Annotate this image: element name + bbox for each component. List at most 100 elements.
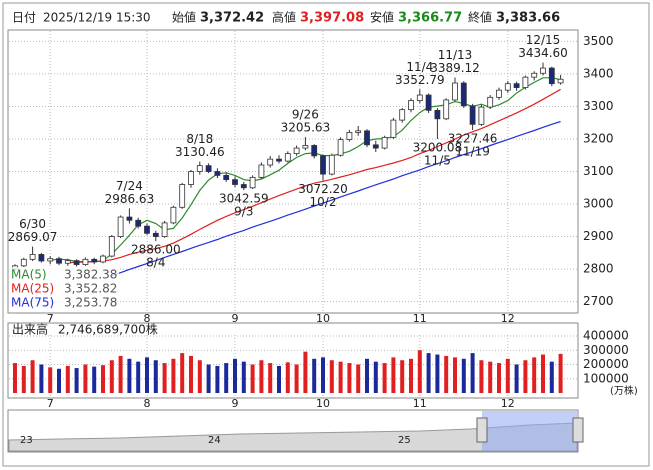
candle-body (144, 225, 150, 234)
volume-bar (233, 358, 237, 393)
volume-bar (250, 364, 255, 393)
candle-body (240, 184, 247, 189)
volume-bar (426, 353, 431, 393)
volume-bar (303, 351, 308, 393)
volume-bar (241, 361, 246, 393)
volume-bar (338, 361, 343, 393)
candle-body (399, 109, 406, 121)
candle-body (425, 94, 432, 111)
volume-unit: (万株) (610, 384, 638, 397)
x-tick-label: 8 (144, 312, 151, 325)
candle-body (381, 136, 388, 149)
legend-value: 3,382.38 (64, 268, 117, 282)
navigator-handle[interactable] (476, 417, 488, 443)
navigator-label: 24 (208, 435, 221, 446)
candle-body (346, 132, 353, 141)
y-tick-label: 2900 (583, 229, 614, 243)
annotation-date: 11/19 (455, 145, 490, 159)
navigator-handle[interactable] (572, 417, 584, 443)
annotation-date: 12/15 (526, 33, 561, 47)
candle-body (364, 130, 370, 146)
y-tick-label: 2700 (583, 294, 614, 308)
candle-body (73, 260, 80, 265)
volume-bar (294, 364, 299, 393)
candle-body (540, 67, 546, 74)
navigator-label: 23 (20, 435, 33, 446)
candle-body (108, 236, 115, 257)
candle-body (152, 232, 159, 237)
volume-bar (83, 364, 88, 393)
header-value: 3,366.77 (398, 11, 462, 26)
volume-bar (453, 357, 457, 393)
annotation-date: 6/30 (19, 217, 46, 231)
volume-bar (391, 357, 396, 393)
candle-body (38, 254, 45, 262)
volume-title: 出来高 (12, 322, 48, 337)
header: 日付 2025/12/19 15:30 始値 3,372.42 高値 3,397… (12, 10, 560, 26)
candle-body (56, 258, 62, 264)
annotation-value: 3130.46 (175, 145, 225, 159)
legend-name: MA(5) (11, 268, 47, 282)
volume-bar (215, 365, 220, 393)
annotation-value: 3227.46 (448, 132, 498, 146)
volume-bar (101, 365, 105, 393)
y-tick-label: 3300 (583, 99, 614, 113)
candle-body (258, 164, 265, 178)
volume-bar (74, 368, 79, 393)
volume-bar (21, 365, 26, 393)
candle-body (47, 258, 54, 262)
volume-bar (206, 364, 211, 393)
candle-body (64, 260, 71, 264)
candle-body (478, 106, 485, 125)
candle-body (135, 219, 142, 227)
volume-bar (48, 367, 53, 393)
volume-bar (365, 358, 369, 393)
ma-line (67, 88, 561, 264)
annotation-value: 3072.20 (298, 182, 348, 196)
y-tick-label: 3200 (583, 131, 614, 145)
annotation-date: 9/3 (234, 205, 253, 219)
candle-body (223, 175, 230, 181)
legend-box (9, 267, 119, 311)
legend-value: 3,352.82 (64, 282, 117, 296)
y-tick-label: 3400 (583, 66, 614, 80)
annotation-date: 8/18 (186, 132, 213, 146)
header-label: 安値 (370, 10, 394, 25)
navigator-range[interactable] (482, 411, 577, 451)
annotation-date: 7/24 (116, 179, 143, 193)
volume-bar (356, 364, 361, 393)
candle-body (355, 130, 362, 133)
annotation-date: 8/4 (146, 256, 165, 270)
x-tick-label: 7 (47, 397, 54, 410)
candle-body (337, 139, 344, 156)
volume-bar (329, 360, 334, 393)
candle-body (188, 171, 194, 185)
volume-bar (162, 363, 167, 393)
ma-line (111, 120, 561, 277)
header-date: 2025/12/19 15:30 (43, 11, 151, 25)
volume-bar (409, 358, 413, 393)
volume-bar (514, 364, 519, 393)
candle-body (232, 179, 238, 185)
volume-bar (373, 361, 378, 393)
candle-body (548, 67, 555, 85)
volume-bar (382, 363, 387, 393)
legend-name: MA(75) (11, 296, 54, 310)
volume-bar (118, 355, 123, 393)
candle-body (469, 105, 476, 125)
candle-body (522, 76, 529, 88)
candle-body (161, 222, 168, 237)
header-label: 始値 (172, 10, 196, 25)
candle-body (82, 258, 89, 265)
y-tick-label: 100000 (583, 371, 629, 385)
annotation-value: 3205.63 (281, 121, 331, 135)
candle-body (179, 184, 186, 208)
candle-body (100, 255, 106, 263)
annotation-date: 9/26 (292, 108, 319, 122)
candle-body (205, 165, 212, 172)
x-tick-label: 8 (144, 397, 151, 410)
header-value: 3,397.08 (300, 11, 364, 26)
candle-body (29, 254, 36, 260)
annotation-date: 10/2 (310, 195, 337, 209)
annotation-date: 11/4 (406, 60, 433, 74)
